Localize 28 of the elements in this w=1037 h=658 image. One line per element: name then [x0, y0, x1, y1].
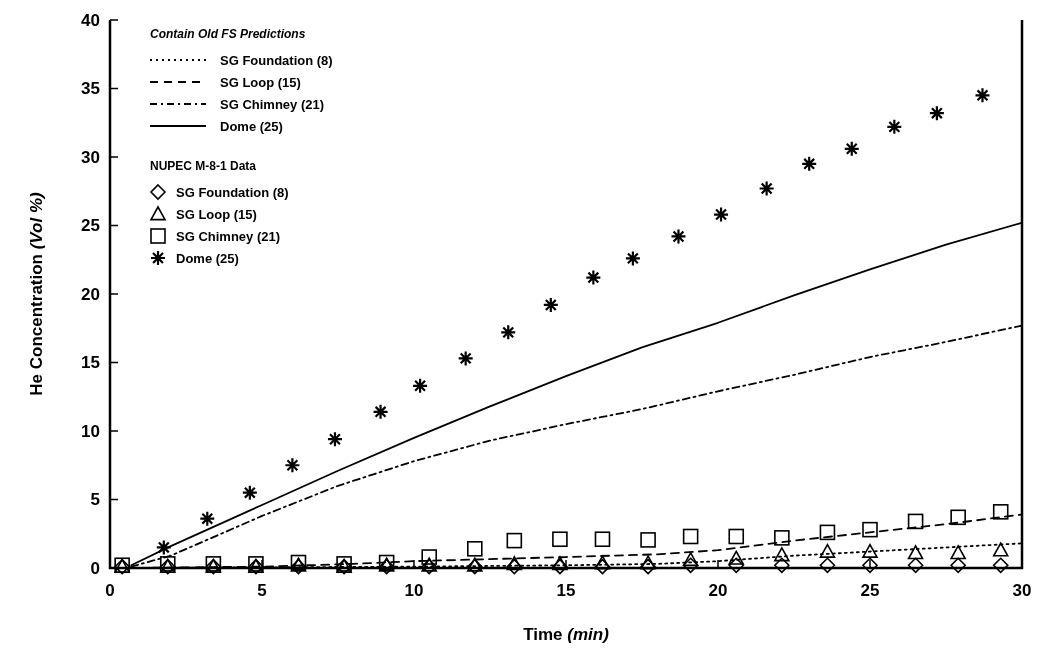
legend-label: Dome (25) — [220, 118, 283, 134]
y-tick-label: 35 — [81, 79, 100, 99]
y-tick-label: 0 — [90, 558, 100, 578]
x-axis-title: Time (min) — [523, 625, 610, 644]
legend-label: SG Chimney (21) — [220, 96, 325, 112]
legend-label: SG Chimney (21) — [176, 228, 281, 244]
x-tick-label: 0 — [105, 581, 115, 600]
annotation: NUPEC M-8-1 Data — [150, 159, 257, 173]
y-tick-label: 10 — [81, 421, 100, 441]
legend-label: Dome (25) — [176, 250, 239, 266]
x-tick-label: 10 — [404, 581, 424, 600]
y-tick-label: 30 — [81, 147, 100, 167]
y-tick-label: 25 — [81, 216, 100, 236]
legend-title: Contain Old FS Predictions — [150, 27, 306, 41]
legend-label: SG Loop (15) — [176, 206, 257, 222]
y-tick-label: 40 — [81, 10, 100, 30]
y-tick-label: 20 — [81, 284, 100, 304]
legend-label: SG Loop (15) — [220, 74, 301, 90]
legend-label: SG Foundation (8) — [220, 52, 333, 68]
x-tick-label: 30 — [1012, 581, 1032, 600]
x-tick-label: 15 — [556, 581, 576, 600]
x-tick-label: 5 — [257, 581, 267, 600]
y-tick-label: 15 — [81, 353, 100, 373]
y-axis-title: He Concentration (Vol %) — [27, 191, 46, 396]
legend-label: SG Foundation (8) — [176, 184, 289, 200]
x-tick-label: 20 — [708, 581, 728, 600]
x-tick-label: 25 — [860, 581, 880, 600]
y-tick-label: 5 — [90, 490, 100, 510]
